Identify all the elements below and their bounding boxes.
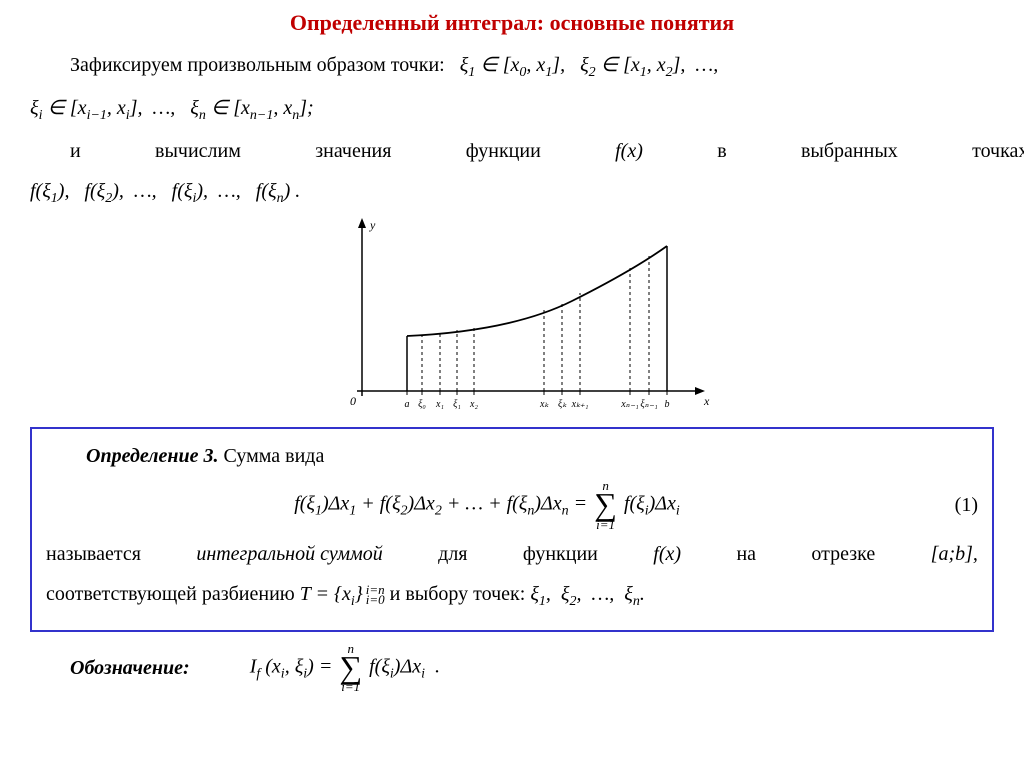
equation-1: f(ξ1)Δx1 + f(ξ2)Δx2 + … + f(ξn)Δxn = n ∑…	[46, 479, 978, 531]
def3-line1: Определение 3. Сумма вида	[46, 439, 978, 473]
eq1-number: (1)	[928, 494, 978, 517]
svg-text:y: y	[369, 218, 376, 232]
svg-text:xₖ: xₖ	[539, 399, 549, 410]
svg-text:0: 0	[350, 394, 356, 408]
sum1-bot: i=1	[596, 518, 615, 531]
svg-text:x₁: x₁	[435, 399, 444, 410]
paragraph-2b: f(ξ1), f(ξ2), …, f(ξi), …, f(ξn) .	[30, 174, 994, 211]
d3p3-c: ξ1, ξ2, …, ξn.	[530, 583, 645, 605]
sum2-bot: i=1	[341, 680, 360, 693]
p2-b: вычислим	[155, 134, 241, 168]
sigma-icon-2: ∑	[339, 655, 362, 681]
d3p3-T: T = {xi}	[300, 583, 368, 605]
p2-f: в	[717, 134, 726, 168]
paragraph-1: Зафиксируем произвольным образом точки: …	[30, 48, 994, 85]
d3p2-a: называется	[46, 537, 141, 571]
svg-text:b: b	[665, 399, 670, 410]
svg-text:x₂: x₂	[469, 399, 478, 410]
page-title: Определенный интеграл: основные понятия	[30, 10, 994, 36]
d3p2-h: [a;b],	[931, 537, 978, 571]
d3p2-d: функции	[523, 537, 598, 571]
sigma-icon: ∑	[594, 492, 617, 518]
p2-h: точках:	[972, 134, 1024, 168]
paragraph-1b: ξi ∈ [xi−1, xi], …, ξn ∈ [xn−1, xn];	[30, 91, 994, 128]
p1-math-1: ξ1 ∈ [x0, x1], ξ2 ∈ [x1, x2], …,	[460, 54, 718, 76]
d3p2-g: отрезке	[811, 537, 875, 571]
def3-line2: называется интегральной суммой для функц…	[46, 537, 978, 571]
def3-tail: Сумма вида	[224, 445, 325, 467]
p2-c: значения	[315, 134, 391, 168]
definition-box: Определение 3. Сумма вида f(ξ1)Δx1 + f(ξ…	[30, 427, 994, 631]
notation-label: Обозначение:	[70, 651, 190, 685]
p1-lead: Зафиксируем произвольным образом точки:	[70, 54, 445, 76]
svg-text:ξ₀: ξ₀	[418, 399, 426, 410]
sum-symbol-2: n ∑ i=1	[339, 642, 362, 694]
p2-a: и	[70, 134, 81, 168]
d3p2-c: для	[438, 537, 467, 571]
svg-text:xₙ₋₁: xₙ₋₁	[620, 399, 639, 410]
p2-g: выбранных	[801, 134, 898, 168]
paragraph-2: и вычислим значения функции f(x) в выбра…	[30, 134, 994, 168]
eq2-body: If (xi, ξi) = n ∑ i=1 f(ξi)Δxi .	[250, 642, 440, 694]
sum-symbol-1: n ∑ i=1	[594, 479, 617, 531]
svg-text:ξₙ₋₁: ξₙ₋₁	[640, 399, 657, 410]
def3-lead: Определение 3.	[86, 445, 219, 467]
svg-text:ξₖ: ξₖ	[558, 399, 567, 410]
brace-indices: i=n i=0	[366, 585, 385, 606]
p2-math: f(ξ1), f(ξ2), …, f(ξi), …, f(ξn) .	[30, 180, 300, 202]
riemann-figure: y x 0 a ξ₀ x₁ ξ₁ x₂ xₖξₖ xₖ₊₁ xₙ₋₁ξₙ₋₁ b	[30, 216, 994, 421]
svg-text:a: a	[405, 399, 410, 410]
p2-e: f(x)	[615, 134, 643, 168]
def3-line3: соответствующей разбиению T = {xi} i=n i…	[46, 577, 978, 614]
svg-text:x: x	[703, 394, 710, 408]
notation-line: Обозначение: If (xi, ξi) = n ∑ i=1 f(ξi)…	[30, 642, 994, 694]
d3p3-b: и выбору точек:	[390, 583, 531, 605]
d3p2-f: на	[736, 537, 756, 571]
d3p2-b: интегральной суммой	[196, 537, 382, 571]
svg-text:ξ₁: ξ₁	[453, 399, 461, 410]
svg-text:xₖ₊₁: xₖ₊₁	[571, 399, 589, 410]
riemann-svg: y x 0 a ξ₀ x₁ ξ₁ x₂ xₖξₖ xₖ₊₁ xₙ₋₁ξₙ₋₁ b	[312, 216, 712, 416]
p1-math-2: ξi ∈ [xi−1, xi], …, ξn ∈ [xn−1, xn];	[30, 97, 314, 119]
eq1-body: f(ξ1)Δx1 + f(ξ2)Δx2 + … + f(ξn)Δxn = n ∑…	[46, 479, 928, 531]
brace-bot: i=0	[366, 595, 385, 605]
p2-d: функции	[466, 134, 541, 168]
d3p2-e: f(x)	[653, 537, 681, 571]
d3p3-a: соответствующей разбиению	[46, 583, 300, 605]
